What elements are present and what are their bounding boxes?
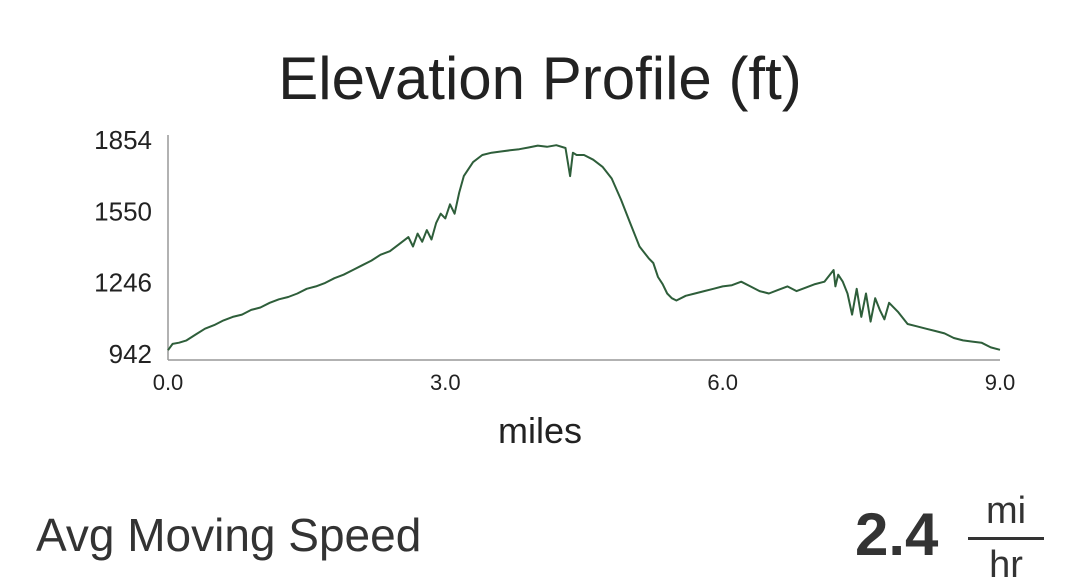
speed-unit-denominator: hr: [989, 544, 1023, 586]
elevation-chart: 942 1246 1550 1854 0.0 3.0 6.0 9.0: [94, 125, 1016, 395]
speed-unit: mi hr: [968, 490, 1044, 586]
avg-speed-label: Avg Moving Speed: [36, 509, 422, 561]
speed-unit-numerator: mi: [985, 490, 1027, 532]
y-tick-label: 1854: [94, 125, 152, 155]
x-tick-label: 9.0: [985, 370, 1016, 395]
y-tick-label: 1246: [94, 268, 152, 298]
x-tick-label: 3.0: [430, 370, 461, 395]
y-tick-label: 1550: [94, 196, 152, 226]
chart-title: Elevation Profile (ft): [278, 45, 802, 112]
speed-unit-fraction-bar: [968, 537, 1044, 540]
x-tick-label: 6.0: [707, 370, 738, 395]
y-tick-labels: 942 1246 1550 1854: [94, 125, 152, 369]
x-axis-label: miles: [497, 410, 582, 451]
avg-speed-value: 2.4: [855, 501, 939, 568]
x-tick-label: 0.0: [153, 370, 184, 395]
y-tick-label: 942: [109, 339, 152, 369]
elevation-series-line: [167, 144, 1001, 351]
x-tick-labels: 0.0 3.0 6.0 9.0: [153, 370, 1016, 395]
